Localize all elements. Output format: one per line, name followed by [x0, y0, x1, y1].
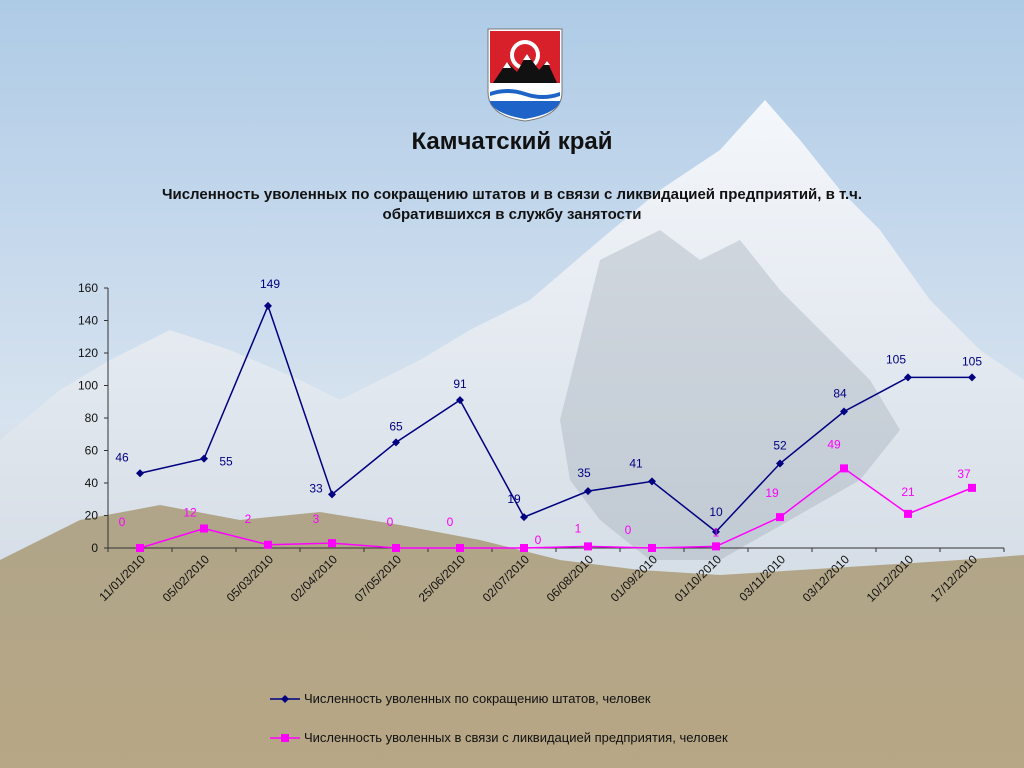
x-tick-label: 10/12/2010	[864, 552, 917, 605]
y-tick-label: 160	[78, 281, 98, 295]
series-2-point	[840, 464, 848, 473]
series-1-data-label: 33	[309, 481, 323, 495]
x-tick-label: 02/04/2010	[288, 552, 341, 605]
series-2-data-label: 21	[901, 485, 915, 499]
chart-subtitle: Численность уволенных по сокращению штат…	[161, 186, 863, 223]
series-1-data-label: 46	[115, 450, 129, 464]
series-1-point	[520, 513, 528, 522]
series-1-data-label: 35	[577, 466, 591, 480]
y-tick-label: 40	[85, 476, 99, 490]
series-1-point	[264, 301, 272, 310]
series-1-point	[776, 459, 784, 468]
legend-label-series-2: Численность уволенных в связи с ликвидац…	[304, 730, 728, 745]
series-1-point	[904, 373, 912, 382]
x-tick-label: 01/09/2010	[608, 552, 661, 605]
series-1-point	[392, 438, 400, 447]
series-1-point	[456, 396, 464, 405]
y-tick-label: 120	[78, 346, 98, 360]
series-2-data-label: 37	[957, 467, 971, 481]
x-tick-label: 17/12/2010	[928, 552, 981, 605]
legend-item-series-1: Численность уволенных по сокращению штат…	[270, 690, 830, 708]
series-2-line	[139, 467, 973, 549]
y-tick-label: 140	[78, 314, 98, 328]
series-2-point	[712, 542, 720, 551]
series-1-data-label: 105	[886, 352, 906, 366]
series-1-line	[139, 303, 972, 533]
series-2-point	[776, 513, 784, 522]
series-2-point	[584, 542, 592, 551]
series-1-data-label: 55	[219, 455, 233, 469]
x-tick-label: 03/11/2010	[736, 552, 788, 604]
series-2-data-label: 2	[245, 512, 252, 526]
page-title: Камчатский край	[411, 128, 613, 155]
series-2-point	[264, 540, 272, 549]
series-1-point	[584, 487, 592, 496]
series-1-point	[200, 454, 208, 463]
series-2-data-label: 0	[625, 523, 632, 537]
legend-diamond-marker-icon	[270, 695, 300, 703]
series-1-data-label: 105	[962, 354, 982, 368]
x-tick-label: 06/08/2010	[544, 552, 597, 605]
series-2-point	[200, 524, 208, 533]
y-tick-label: 0	[91, 541, 98, 555]
x-tick-label: 05/02/2010	[160, 552, 213, 605]
y-tick-label: 20	[85, 509, 99, 523]
series-2-point	[520, 544, 528, 552]
series-1-data-label: 84	[833, 387, 847, 401]
series-2-data-label: 3	[313, 512, 320, 526]
series-1-data-label: 65	[389, 419, 403, 433]
x-tick-label: 02/07/2010	[480, 552, 533, 605]
series-1-data-label: 41	[629, 456, 643, 470]
series-2-point	[648, 544, 656, 552]
series-2-point	[328, 539, 336, 548]
series-2-data-label: 0	[119, 515, 126, 529]
series-2-data-label: 1	[713, 525, 720, 539]
chart-series	[136, 301, 976, 552]
series-2-data-label: 0	[535, 533, 542, 547]
series-2-data-label: 1	[575, 521, 582, 535]
series-2-point	[456, 544, 464, 552]
series-2-point	[968, 483, 976, 492]
legend-label-series-1: Численность уволенных по сокращению штат…	[304, 691, 651, 706]
series-2-point	[904, 509, 912, 518]
series-2-data-label: 49	[827, 437, 841, 451]
series-1-point	[648, 477, 656, 486]
series-1-point	[968, 373, 976, 382]
series-1-data-label: 19	[507, 492, 521, 506]
x-tick-label: 11/01/2010	[96, 552, 148, 604]
y-tick-label: 80	[85, 411, 99, 425]
series-1-data-label: 91	[453, 377, 467, 391]
coat-of-arms-logo	[487, 28, 563, 122]
series-1-point	[328, 490, 336, 499]
series-1-point	[712, 527, 720, 536]
y-tick-label: 60	[85, 444, 99, 458]
x-tick-label: 05/03/2010	[224, 552, 277, 605]
y-tick-label: 100	[78, 379, 98, 393]
series-2-data-label: 0	[447, 515, 454, 529]
x-tick-label: 03/12/2010	[800, 552, 853, 605]
series-2-data-label: 0	[387, 515, 394, 529]
series-1-data-label: 10	[709, 505, 723, 519]
series-1-point	[136, 469, 144, 478]
kamchatka-coat-of-arms-icon	[487, 28, 563, 122]
series-1-data-label: 52	[773, 439, 787, 453]
series-2-data-label: 19	[765, 486, 779, 500]
series-2-data-label: 12	[183, 506, 197, 520]
series-1-data-label: 149	[260, 277, 280, 291]
x-tick-label: 01/10/2010	[672, 552, 725, 605]
chart-legend: Численность уволенных по сокращению штат…	[270, 690, 830, 768]
series-2-point	[136, 544, 144, 552]
x-tick-label: 25/06/2010	[416, 552, 469, 605]
x-tick-label: 07/05/2010	[352, 552, 405, 605]
legend-item-series-2: Численность уволенных в связи с ликвидац…	[270, 729, 830, 747]
legend-square-marker-icon	[270, 734, 300, 742]
series-1-point	[840, 407, 848, 416]
series-2-point	[392, 544, 400, 552]
